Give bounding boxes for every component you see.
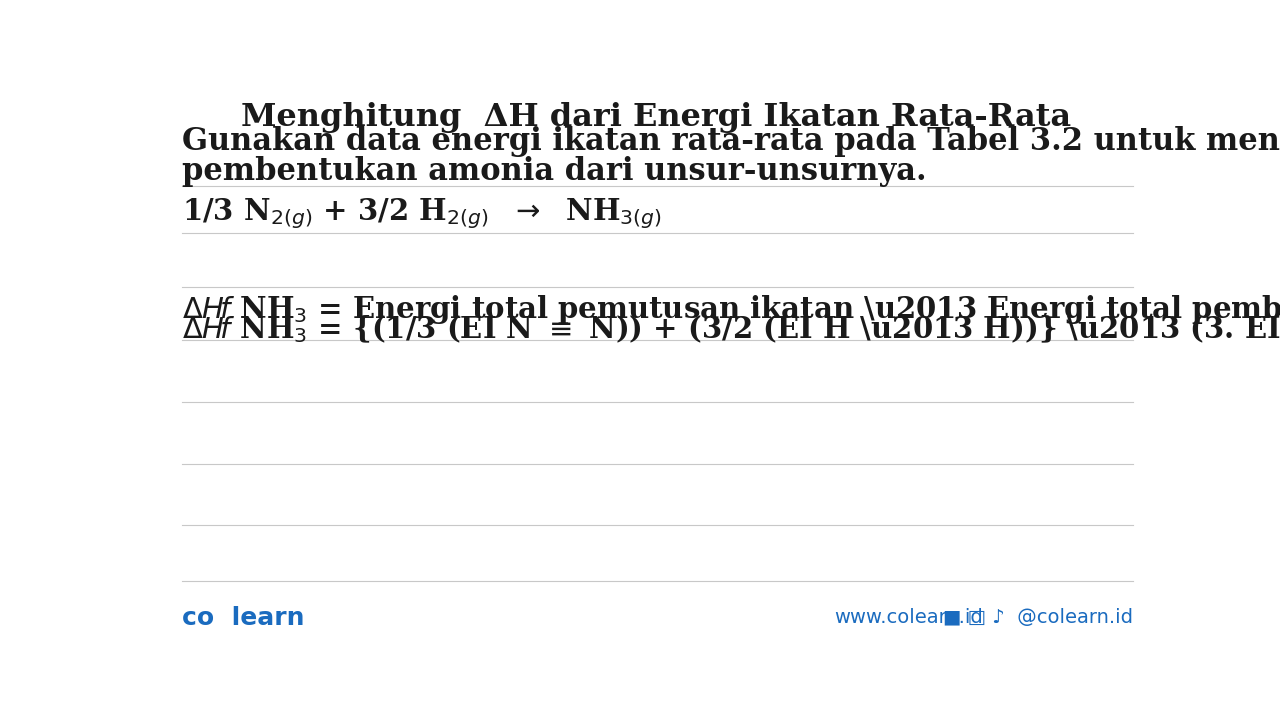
Text: Menghitung  ΔH dari Energi Ikatan Rata-Rata: Menghitung ΔH dari Energi Ikatan Rata-Ra… [241,102,1071,132]
Text: www.colearn.id: www.colearn.id [835,608,983,627]
Text: ■ □ ♪  @colearn.id: ■ □ ♪ @colearn.id [943,608,1133,627]
Text: Gunakan data energi ikatan rata-rata pada Tabel 3.2 untuk menghitung ΔH reaksi: Gunakan data energi ikatan rata-rata pad… [182,127,1280,158]
Text: $\Delta\mathit{H}\!\mathit{f}$ NH$_3$ = {(1/3 (EI N $\equiv$ N)) + (3/2 (EI H \u: $\Delta\mathit{H}\!\mathit{f}$ NH$_3$ = … [182,313,1280,345]
Text: 1/3 N$_{2(g)}$ + 3/2 H$_{2(g)}$  $\rightarrow$  NH$_{3(g)}$: 1/3 N$_{2(g)}$ + 3/2 H$_{2(g)}$ $\righta… [182,196,662,230]
Text: pembentukan amonia dari unsur-unsurnya.: pembentukan amonia dari unsur-unsurnya. [182,156,927,186]
Text: $\Delta\mathit{H}\!\mathit{f}$ NH$_3$ = Energi total pemutusan ikatan \u2013 Ene: $\Delta\mathit{H}\!\mathit{f}$ NH$_3$ = … [182,293,1280,326]
Text: co  learn: co learn [182,606,305,630]
